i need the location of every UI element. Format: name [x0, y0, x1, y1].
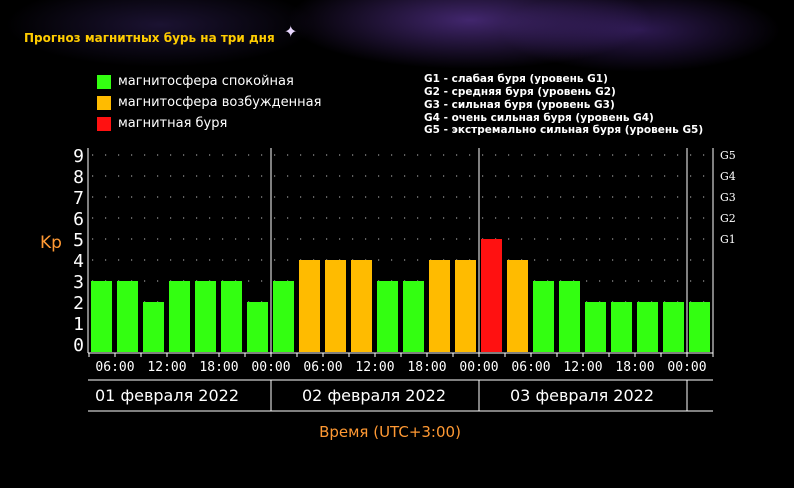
- y-tick-label: 2: [73, 293, 84, 314]
- day-label: 03 февраля 2022: [510, 386, 654, 405]
- kp-bar: [637, 302, 658, 352]
- g5-description: G5 - экстремально сильная буря (уровень …: [424, 124, 704, 136]
- day-label: 02 февраля 2022: [302, 386, 446, 405]
- kp-bar: [169, 281, 190, 352]
- x-tick-label: 12:00: [355, 360, 394, 375]
- kp-bar: [195, 281, 216, 352]
- kp-bar: [143, 302, 164, 352]
- y-tick-label: 8: [73, 167, 84, 188]
- day-label: 01 февраля 2022: [95, 386, 239, 405]
- kp-bar: [663, 302, 684, 352]
- y-tick-label: 7: [73, 188, 84, 209]
- kp-bar: [559, 281, 580, 352]
- kp-bar: [299, 260, 320, 352]
- legend-swatch-quiet: [97, 74, 111, 89]
- y-tick-label: 3: [73, 272, 84, 293]
- x-tick-label: 00:00: [667, 360, 706, 375]
- kp-bar: [117, 281, 138, 352]
- x-tick-label: 06:00: [95, 360, 134, 375]
- x-axis-title: Время (UTC+3:00): [319, 423, 461, 441]
- g4-description: G4 - очень сильная буря (уровень G4): [424, 112, 654, 124]
- kp-bar: [351, 260, 372, 352]
- kp-bar: [325, 260, 346, 352]
- legend-swatch-active: [97, 95, 111, 110]
- g3-description: G3 - сильная буря (уровень G3): [424, 99, 615, 111]
- kp-bar: [429, 260, 450, 352]
- x-tick-label: 18:00: [407, 360, 446, 375]
- x-tick-label: 12:00: [563, 360, 602, 375]
- g-tick-label: G3: [720, 191, 736, 204]
- kp-bar: [481, 239, 502, 352]
- legend-label-quiet: магнитосфера спокойная: [118, 74, 294, 89]
- x-tick-label: 12:00: [147, 360, 186, 375]
- x-tick-label: 06:00: [511, 360, 550, 375]
- legend-item-active: магнитосфера возбужденная: [97, 95, 321, 110]
- kp-bar: [533, 281, 554, 352]
- y-tick-label: 0: [73, 335, 84, 356]
- x-tick-label: 18:00: [199, 360, 238, 375]
- legend-item-quiet: магнитосфера спокойная: [97, 74, 294, 89]
- kp-bar: [247, 302, 268, 352]
- kp-bar: [221, 281, 242, 352]
- kp-bar: [611, 302, 632, 352]
- g-tick-label: G2: [720, 212, 736, 225]
- x-tick-label: 00:00: [459, 360, 498, 375]
- x-tick-label: 18:00: [615, 360, 654, 375]
- legend-label-storm: магнитная буря: [118, 116, 228, 131]
- g-tick-label: G1: [720, 233, 736, 246]
- y-tick-label: 6: [73, 209, 84, 230]
- legend-item-storm: магнитная буря: [97, 116, 227, 131]
- kp-bar: [455, 260, 476, 352]
- kp-bar: [91, 281, 112, 352]
- g-tick-label: G4: [720, 170, 736, 183]
- y-axis-label: Kp: [40, 233, 62, 253]
- legend-label-active: магнитосфера возбужденная: [118, 95, 322, 110]
- y-tick-label: 1: [73, 314, 84, 335]
- legend-swatch-storm: [97, 116, 111, 131]
- g1-description: G1 - слабая буря (уровень G1): [424, 73, 608, 85]
- kp-bar: [403, 281, 424, 352]
- y-tick-label: 5: [73, 230, 84, 251]
- kp-bar: [507, 260, 528, 352]
- g2-description: G2 - средняя буря (уровень G2): [424, 86, 616, 98]
- kp-bar: [585, 302, 606, 352]
- sparkle-icon: ✦: [284, 22, 298, 41]
- kp-bar: [689, 302, 710, 352]
- y-tick-label: 9: [73, 146, 84, 167]
- x-tick-label: 06:00: [303, 360, 342, 375]
- page-title: Прогноз магнитных бурь на три дня: [24, 31, 275, 45]
- kp-bar: [377, 281, 398, 352]
- y-tick-label: 4: [73, 251, 84, 272]
- kp-bar: [273, 281, 294, 352]
- x-tick-label: 00:00: [251, 360, 290, 375]
- g-tick-label: G5: [720, 149, 736, 162]
